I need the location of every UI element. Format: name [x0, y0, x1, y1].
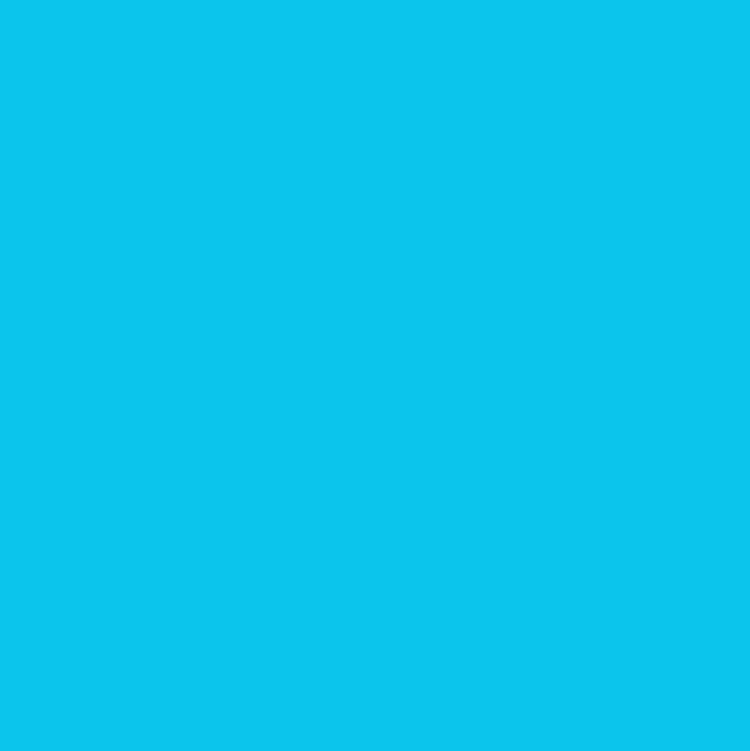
solid-cyan-background — [0, 0, 750, 751]
